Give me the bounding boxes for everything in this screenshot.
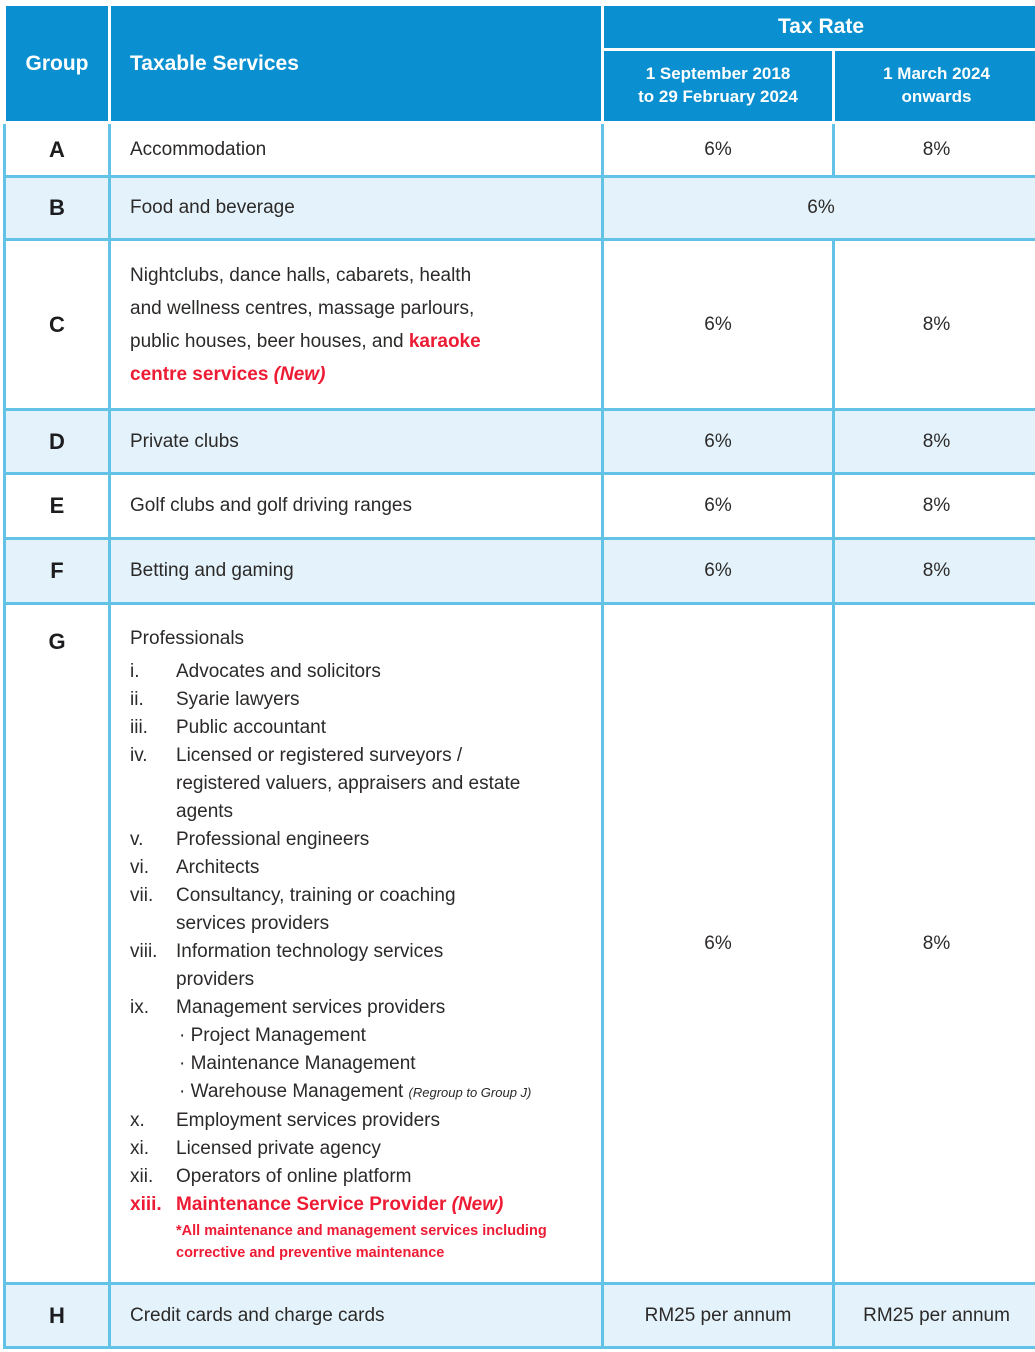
table-row-group-f: F Betting and gaming 6% 8%: [5, 539, 1035, 604]
service-name: Food and beverage: [110, 177, 603, 240]
group-letter: F: [5, 539, 110, 604]
service-name: Nightclubs, dance halls, cabarets, healt…: [110, 240, 603, 410]
list-text: Architects: [176, 854, 579, 882]
list-item: x.Employment services providers: [130, 1107, 579, 1135]
list-numeral: vii.: [130, 882, 176, 938]
list-numeral: xii.: [130, 1163, 176, 1191]
list-item: iv.Licensed or registered surveyors / re…: [130, 742, 579, 826]
table-row-group-e: E Golf clubs and golf driving ranges 6% …: [5, 474, 1035, 539]
list-text: Syarie lawyers: [176, 686, 579, 714]
new-label: (New): [274, 364, 326, 385]
list-numeral: vi.: [130, 854, 176, 882]
column-header-taxable-services: Taxable Services: [110, 5, 603, 123]
list-text: Employment services providers: [176, 1107, 579, 1135]
new-label: (New): [452, 1194, 504, 1215]
list-item: ii.Syarie lawyers: [130, 686, 579, 714]
rate-2024: RM25 per annum: [834, 1284, 1035, 1348]
list-item: i.Advocates and solicitors: [130, 658, 579, 686]
bullet-text: · Warehouse Management: [179, 1081, 403, 1102]
list-item: vi.Architects: [130, 854, 579, 882]
table-body: A Accommodation 6% 8% B Food and beverag…: [5, 123, 1035, 1348]
list-text: Information technology services provider…: [176, 938, 579, 994]
list-item: v.Professional engineers: [130, 826, 579, 854]
rate-2018: 6%: [603, 123, 834, 177]
rate-2018: 6%: [603, 410, 834, 474]
service-name: Accommodation: [110, 123, 603, 177]
column-header-group: Group: [5, 5, 110, 123]
list-text: Operators of online platform: [176, 1163, 579, 1191]
rate-2024: 8%: [834, 539, 1035, 604]
list-numeral: iii.: [130, 714, 176, 742]
list-numeral: iv.: [130, 742, 176, 826]
list-item: xi.Licensed private agency: [130, 1135, 579, 1163]
list-numeral: v.: [130, 826, 176, 854]
list-numeral: xiii.: [130, 1191, 176, 1219]
list-item: viii.Information technology services pro…: [130, 938, 579, 994]
sub-bullet-item: · Maintenance Management: [179, 1050, 579, 1078]
list-text-highlight: Maintenance Service Provider: [176, 1194, 446, 1215]
service-name: Private clubs: [110, 410, 603, 474]
rate-2024: 8%: [834, 604, 1035, 1284]
list-text: Consultancy, training or coaching servic…: [176, 882, 579, 938]
sub-bullet-item: · Project Management: [179, 1022, 579, 1050]
bullet-text: · Project Management: [179, 1025, 366, 1046]
table-row-group-d: D Private clubs 6% 8%: [5, 410, 1035, 474]
rate-2018: 6%: [603, 604, 834, 1284]
table-row-group-g: G Professionals i.Advocates and solicito…: [5, 604, 1035, 1284]
list-numeral: ii.: [130, 686, 176, 714]
rate-2024: 8%: [834, 240, 1035, 410]
header-row-1: Group Taxable Services Tax Rate: [5, 5, 1035, 50]
group-letter: H: [5, 1284, 110, 1348]
list-item: ix.Management services providers: [130, 994, 579, 1022]
maintenance-footnote: *All maintenance and management services…: [176, 1220, 579, 1264]
list-item-highlighted: xiii.Maintenance Service Provider (New): [130, 1191, 579, 1219]
list-text: Public accountant: [176, 714, 579, 742]
list-item: iii.Public accountant: [130, 714, 579, 742]
service-name: Credit cards and charge cards: [110, 1284, 603, 1348]
tax-rate-table: Group Taxable Services Tax Rate 1 Septem…: [3, 3, 1035, 1349]
rate-2018: RM25 per annum: [603, 1284, 834, 1348]
table-header: Group Taxable Services Tax Rate 1 Septem…: [5, 5, 1035, 123]
rate-2018: 6%: [603, 539, 834, 604]
group-letter: B: [5, 177, 110, 240]
list-item: xii.Operators of online platform: [130, 1163, 579, 1191]
service-name: Professionals i.Advocates and solicitors…: [110, 604, 603, 1284]
rate-2024: 8%: [834, 410, 1035, 474]
list-text: Professional engineers: [176, 826, 579, 854]
group-letter: D: [5, 410, 110, 474]
list-numeral: viii.: [130, 938, 176, 994]
column-header-period-2024-onwards: 1 March 2024 onwards: [834, 50, 1035, 123]
table-row-group-c: C Nightclubs, dance halls, cabarets, hea…: [5, 240, 1035, 410]
rate-2018: 6%: [603, 240, 834, 410]
list-numeral: xi.: [130, 1135, 176, 1163]
rate-merged: 6%: [603, 177, 1035, 240]
list-text: Advocates and solicitors: [176, 658, 579, 686]
group-letter: G: [5, 604, 110, 1284]
column-header-period-2018-2024: 1 September 2018 to 29 February 2024: [603, 50, 834, 123]
professionals-title: Professionals: [130, 625, 579, 653]
group-letter: E: [5, 474, 110, 539]
group-letter: A: [5, 123, 110, 177]
list-text: Licensed or registered surveyors / regis…: [176, 742, 579, 826]
table-row-group-a: A Accommodation 6% 8%: [5, 123, 1035, 177]
rate-2024: 8%: [834, 123, 1035, 177]
list-item: vii.Consultancy, training or coaching se…: [130, 882, 579, 938]
regroup-note: (Regroup to Group J): [409, 1085, 532, 1100]
table-row-group-h: H Credit cards and charge cards RM25 per…: [5, 1284, 1035, 1348]
group-letter: C: [5, 240, 110, 410]
list-text: Licensed private agency: [176, 1135, 579, 1163]
list-text: Management services providers: [176, 994, 579, 1022]
bullet-text: · Maintenance Management: [179, 1053, 416, 1074]
service-name: Golf clubs and golf driving ranges: [110, 474, 603, 539]
list-numeral: ix.: [130, 994, 176, 1022]
rate-2024: 8%: [834, 474, 1035, 539]
service-name: Betting and gaming: [110, 539, 603, 604]
list-numeral: x.: [130, 1107, 176, 1135]
column-header-tax-rate: Tax Rate: [603, 5, 1035, 50]
table-row-group-b: B Food and beverage 6%: [5, 177, 1035, 240]
sub-bullet-item: · Warehouse Management (Regroup to Group…: [179, 1078, 579, 1107]
list-numeral: i.: [130, 658, 176, 686]
rate-2018: 6%: [603, 474, 834, 539]
